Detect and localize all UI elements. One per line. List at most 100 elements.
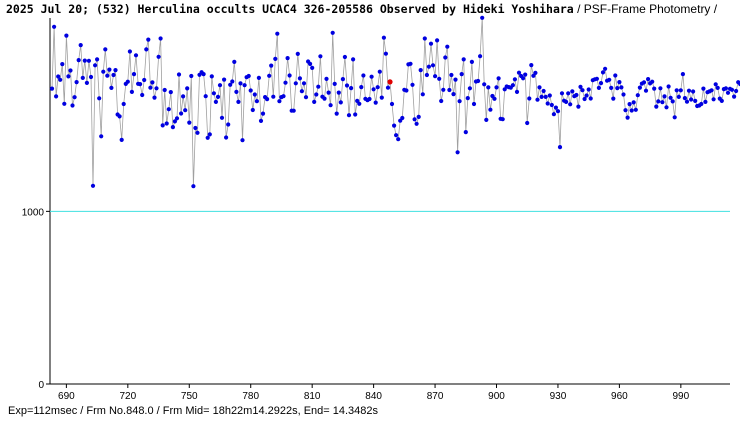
data-point xyxy=(482,82,487,87)
data-point xyxy=(222,77,227,82)
data-point xyxy=(557,145,563,150)
data-point xyxy=(60,62,65,67)
series-line xyxy=(51,17,740,187)
data-point xyxy=(412,117,417,122)
data-point xyxy=(211,91,216,96)
data-point xyxy=(582,96,587,102)
data-point xyxy=(703,99,708,104)
data-point xyxy=(691,89,696,94)
data-point xyxy=(138,82,143,87)
data-point xyxy=(49,86,55,91)
data-point xyxy=(217,83,223,88)
x-tick-label: 780 xyxy=(242,391,259,402)
data-point xyxy=(310,65,315,70)
data-point xyxy=(258,118,264,123)
data-point xyxy=(672,115,677,120)
data-point xyxy=(617,80,622,85)
data-point xyxy=(371,87,376,92)
data-point xyxy=(181,94,186,99)
y-tick-label: 1000 xyxy=(22,207,45,218)
x-tick-label: 690 xyxy=(58,391,75,402)
data-point xyxy=(623,108,628,113)
data-point xyxy=(287,73,292,78)
data-point xyxy=(660,100,665,105)
data-point xyxy=(445,44,450,49)
data-point xyxy=(291,108,296,113)
data-point xyxy=(316,84,321,89)
chart-title-sub: / PSF-Frame Photometry / xyxy=(573,2,718,16)
data-point xyxy=(164,121,169,126)
data-point xyxy=(516,70,522,75)
data-point xyxy=(265,97,270,102)
data-point xyxy=(86,58,91,63)
data-point xyxy=(598,81,604,86)
data-point xyxy=(119,137,124,142)
data-point xyxy=(359,85,364,90)
data-point xyxy=(72,95,77,100)
data-point xyxy=(574,92,579,98)
data-point xyxy=(564,99,569,104)
data-point xyxy=(283,80,288,85)
data-point xyxy=(713,82,718,87)
data-point xyxy=(451,92,456,97)
data-point xyxy=(416,114,421,119)
data-point xyxy=(201,72,206,77)
data-point xyxy=(144,47,149,52)
data-point xyxy=(701,86,706,91)
data-point xyxy=(133,53,139,58)
data-point xyxy=(146,37,151,42)
data-point xyxy=(103,47,108,52)
data-point xyxy=(78,43,83,48)
data-point xyxy=(476,78,481,84)
data-point xyxy=(383,51,388,56)
data-point xyxy=(150,80,155,85)
x-tick-label: 930 xyxy=(550,391,567,402)
data-point xyxy=(586,87,591,92)
data-point xyxy=(392,123,397,128)
data-point xyxy=(275,31,280,36)
data-point xyxy=(107,67,112,72)
data-point xyxy=(203,94,208,99)
data-point xyxy=(521,76,526,81)
x-tick-label: 840 xyxy=(365,391,382,402)
data-point xyxy=(631,100,636,105)
data-point xyxy=(334,111,339,116)
data-point xyxy=(385,85,391,90)
data-point xyxy=(336,90,341,95)
data-point xyxy=(686,88,692,93)
data-point xyxy=(215,94,221,99)
data-point xyxy=(113,68,118,73)
data-point xyxy=(84,80,89,85)
data-point xyxy=(117,114,122,119)
data-point xyxy=(351,57,356,62)
data-point xyxy=(551,112,557,117)
exposure-info: Exp=112msec / Frm No.848.0 / Frm Mid= 18… xyxy=(8,405,379,417)
data-point xyxy=(439,98,444,104)
data-point xyxy=(543,94,548,99)
data-point xyxy=(576,104,581,109)
data-point xyxy=(176,72,182,77)
data-point xyxy=(465,96,470,101)
data-point xyxy=(668,95,673,100)
data-point xyxy=(349,86,354,91)
data-point xyxy=(246,73,251,79)
axes: 690 720 750 780 810 840 870 900 930 960 990 0 1000 xyxy=(22,18,730,402)
data-point xyxy=(656,99,661,104)
data-point xyxy=(449,72,454,78)
data-point xyxy=(676,94,681,99)
data-point xyxy=(156,54,161,59)
series xyxy=(49,15,740,189)
data-point xyxy=(689,97,694,102)
data-point xyxy=(461,57,466,62)
data-point xyxy=(295,51,300,57)
data-point xyxy=(658,86,663,91)
data-point xyxy=(379,95,384,100)
data-point xyxy=(433,74,438,79)
data-point xyxy=(418,68,423,73)
data-point xyxy=(457,99,462,104)
data-point xyxy=(101,69,106,74)
data-point xyxy=(68,68,73,73)
data-point xyxy=(224,135,229,140)
data-point xyxy=(187,120,192,125)
data-point xyxy=(529,63,534,68)
